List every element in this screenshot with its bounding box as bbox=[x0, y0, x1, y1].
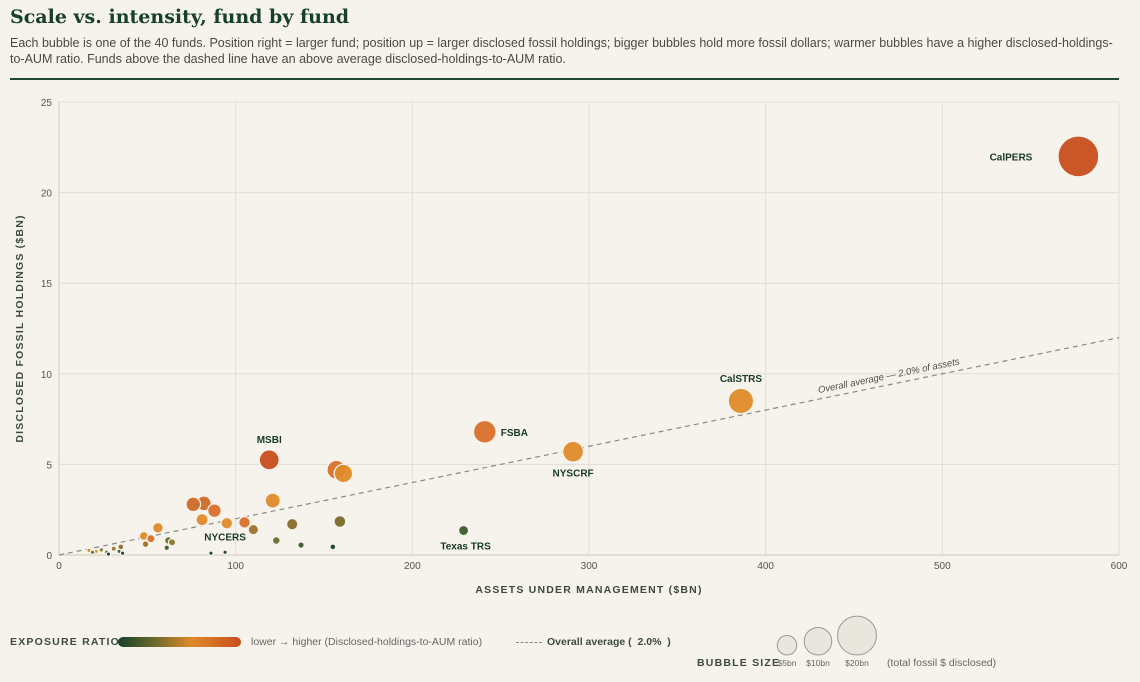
average-legend-value: 2.0% bbox=[637, 636, 662, 648]
fund-bubble bbox=[333, 514, 347, 529]
fund-bubble bbox=[472, 419, 497, 444]
average-line-label: Overall average — 2.0% of assets bbox=[817, 356, 961, 396]
x-tick-label: 600 bbox=[1111, 561, 1128, 572]
x-tick-label: 400 bbox=[757, 561, 774, 572]
size-legend-circle bbox=[837, 615, 877, 656]
x-tick-label: 200 bbox=[404, 561, 421, 572]
fund-bubble bbox=[163, 544, 171, 552]
y-tick-label: 20 bbox=[41, 189, 53, 200]
y-tick-label: 10 bbox=[41, 370, 53, 381]
fund-bubble bbox=[167, 538, 177, 547]
size-legend-circle bbox=[803, 626, 833, 656]
fund-bubble bbox=[146, 533, 156, 544]
y-axis-title: DISCLOSED FOSSIL HOLDINGS ($BN) bbox=[14, 214, 26, 442]
fund-bubble bbox=[195, 512, 209, 527]
chart-subtitle: Each bubble is one of the 40 funds. Posi… bbox=[10, 36, 1113, 66]
fund-bubble bbox=[333, 463, 354, 484]
y-tick-label: 15 bbox=[41, 279, 53, 290]
x-tick-label: 300 bbox=[581, 561, 598, 572]
average-line-swatch bbox=[516, 642, 542, 643]
fund-bubble bbox=[222, 549, 228, 556]
fund-bubble bbox=[562, 440, 585, 463]
fund-bubble bbox=[208, 550, 214, 557]
fund-bubble bbox=[457, 524, 470, 537]
bubble-label-fsba: FSBA bbox=[501, 428, 528, 439]
fund-bubble bbox=[220, 516, 234, 530]
bubble-label-nyscrf: NYSCRF bbox=[553, 469, 594, 480]
x-axis-title: ASSETS UNDER MANAGEMENT ($BN) bbox=[475, 584, 702, 596]
bubble-label-calpers: CalPERS bbox=[990, 152, 1033, 163]
fund-bubble bbox=[89, 549, 96, 556]
fund-bubble bbox=[185, 496, 202, 513]
bubble-size-legend-note: (total fossil $ disclosed) bbox=[887, 657, 997, 669]
fund-bubble bbox=[297, 541, 305, 549]
size-legend-label: $10bn bbox=[806, 658, 830, 668]
x-tick-label: 0 bbox=[56, 561, 62, 572]
fund-bubble bbox=[238, 515, 251, 529]
x-tick-label: 500 bbox=[934, 561, 951, 572]
exposure-gradient-bar bbox=[118, 637, 241, 647]
fund-bubble bbox=[110, 545, 117, 552]
exposure-legend-desc: lower → higher (Disclosed-holdings-to-AU… bbox=[251, 636, 483, 648]
fund-bubble bbox=[247, 523, 260, 536]
bubble-label-nycers: NYCERS bbox=[204, 532, 246, 543]
header-rule bbox=[10, 78, 1119, 80]
bubble-label-msbi: MSBI bbox=[257, 435, 282, 446]
average-legend-prefix: Overall average ( bbox=[547, 636, 632, 648]
y-tick-label: 0 bbox=[46, 551, 52, 562]
size-legend-label: $20bn bbox=[845, 658, 869, 668]
fund-bubble bbox=[105, 551, 112, 557]
fund-bubble bbox=[264, 492, 281, 509]
fund-bubble bbox=[141, 540, 150, 549]
y-tick-label: 5 bbox=[46, 460, 52, 471]
fund-bubble bbox=[258, 449, 280, 471]
y-tick-label: 25 bbox=[41, 98, 53, 109]
fund-bubble bbox=[727, 387, 755, 415]
x-tick-label: 100 bbox=[227, 561, 244, 572]
fund-bubble bbox=[1057, 135, 1100, 178]
fund-bubble bbox=[151, 521, 164, 534]
bubble-size-legend-title: BUBBLE SIZE bbox=[697, 657, 781, 669]
fund-bubble bbox=[119, 550, 126, 557]
fund-bubble bbox=[207, 503, 222, 519]
fund-bubble bbox=[98, 546, 105, 553]
bubble-label-calstrs: CalSTRS bbox=[720, 374, 763, 385]
average-legend-suffix: ) bbox=[667, 636, 671, 648]
chart-title: Scale vs. intensity, fund by fund bbox=[10, 6, 350, 28]
average-legend: Overall average ( 2.0% ) bbox=[547, 636, 671, 648]
size-legend-label: $5bn bbox=[778, 658, 797, 668]
exposure-legend-title: EXPOSURE RATIO bbox=[10, 636, 120, 648]
fund-bubble bbox=[285, 517, 299, 531]
bubble-label-texas-trs: Texas TRS bbox=[440, 542, 491, 553]
size-legend-circle bbox=[776, 635, 798, 656]
fund-bubble bbox=[271, 535, 281, 546]
fund-bubble bbox=[329, 543, 337, 551]
average-line bbox=[58, 336, 1120, 556]
